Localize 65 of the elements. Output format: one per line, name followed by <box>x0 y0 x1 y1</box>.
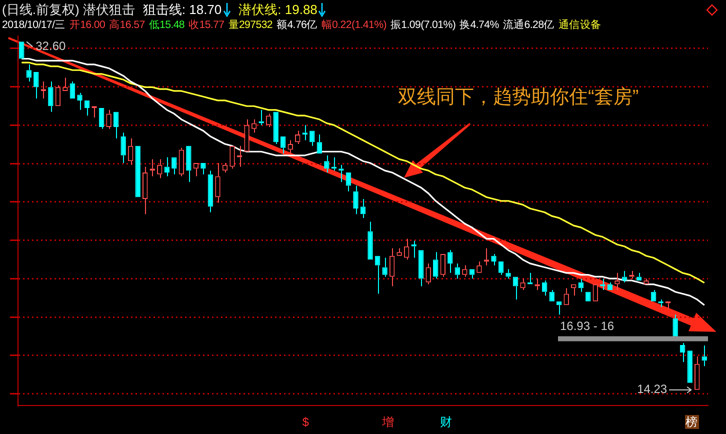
candlestick <box>549 289 554 302</box>
candlestick <box>396 248 402 256</box>
candlestick <box>454 262 460 280</box>
candlestick <box>491 253 496 266</box>
candlestick <box>614 272 620 290</box>
ref-line-label: 16.93 - 16 <box>560 319 614 334</box>
candlestick <box>622 270 628 283</box>
candlestick <box>120 132 126 164</box>
text: 潜伏线: 19.88 <box>238 1 318 19</box>
annotation: 32.60 <box>36 39 66 53</box>
candlestick <box>70 80 76 99</box>
annotation: 双线同下，趋势助你住“套房” <box>398 86 639 110</box>
candlestick <box>636 272 642 281</box>
candlestick <box>374 256 380 294</box>
candlestick <box>77 92 82 110</box>
candlestick <box>266 113 272 128</box>
candlestick <box>62 77 68 91</box>
candlestick <box>389 248 395 287</box>
candlestick <box>142 166 148 215</box>
candlestick <box>512 276 518 300</box>
candlestick <box>382 257 388 278</box>
text: 狙击线: 18.70 <box>142 1 222 19</box>
candlestick <box>172 157 177 175</box>
text: 2018/10/17/三 开16.00 高16.57 低15.48 收15.77 量297532 额4.76亿 幅0.22(1.41%) 振1.09(7.01%) 换4.74% 流通6.28亿 通信设备 <box>2 19 602 31</box>
candlestick <box>316 134 322 154</box>
candlestick <box>324 154 330 173</box>
candlestick <box>360 198 366 218</box>
candlestick <box>448 250 453 274</box>
candlestick <box>178 147 184 177</box>
text: 榜 <box>684 415 699 429</box>
candlestick <box>280 136 286 154</box>
candlestick <box>48 80 54 112</box>
candlestick <box>310 130 315 146</box>
candlestick <box>157 158 162 179</box>
annotation: 14.23 <box>637 382 668 396</box>
candlestick <box>128 138 134 166</box>
candlestick <box>644 278 649 284</box>
candlestick <box>346 172 352 192</box>
candlestick <box>84 100 90 116</box>
candlestick <box>98 108 104 130</box>
candlestick <box>542 280 548 296</box>
candlestick <box>418 250 424 287</box>
candlestick <box>26 64 32 82</box>
text: 增 <box>381 415 396 429</box>
candlestick <box>200 162 206 175</box>
candlestick <box>650 289 656 302</box>
candlestick <box>106 109 112 130</box>
candlestick <box>404 238 410 260</box>
candlestick <box>426 262 431 285</box>
text: 财 <box>439 415 454 429</box>
candlestick <box>368 221 373 260</box>
candlestick <box>208 170 214 213</box>
candlestick <box>433 252 438 280</box>
chart-title: (日线.前复权) 潜伏狙击 <box>2 1 135 19</box>
candlestick <box>694 356 700 390</box>
candlestick <box>215 162 220 204</box>
text: $ <box>301 415 310 429</box>
candlestick <box>244 118 250 152</box>
candlestick <box>469 269 475 280</box>
candlestick <box>353 185 358 215</box>
candlestick <box>672 314 678 338</box>
candlestick <box>34 72 39 100</box>
candlestick <box>273 112 278 145</box>
candlestick <box>498 262 504 276</box>
candlestick <box>506 268 511 280</box>
